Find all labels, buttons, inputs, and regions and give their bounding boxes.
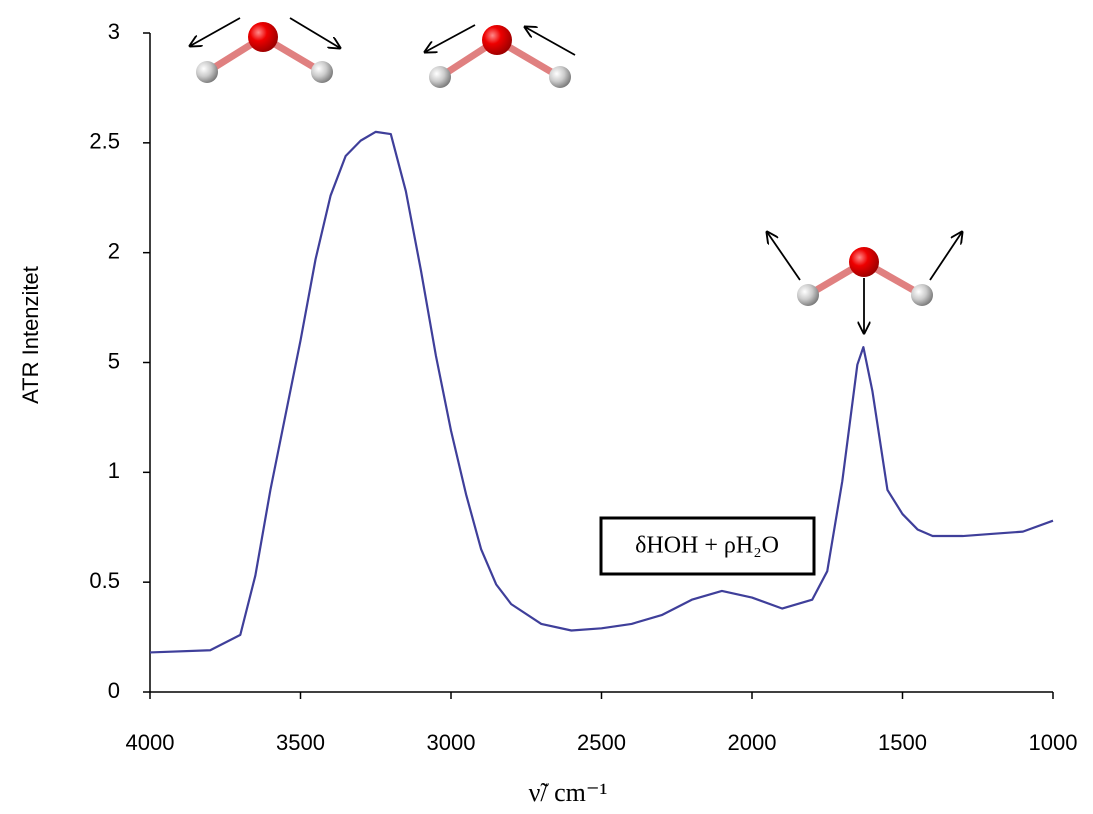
y-tick-label: 2.5 (89, 129, 120, 154)
x-tick-label: 1000 (1029, 730, 1078, 755)
y-tick-label: 5 (108, 348, 120, 373)
x-tick-label: 2000 (728, 730, 777, 755)
y-axis-label: ATR Intenzitet (18, 266, 43, 404)
x-tick-label: 3500 (276, 730, 325, 755)
molecule-bending (767, 232, 962, 333)
x-tick-label: 2500 (577, 730, 626, 755)
y-tick-label: 0 (108, 678, 120, 703)
y-tick-label: 3 (108, 19, 120, 44)
x-tick-label: 4000 (126, 730, 175, 755)
annotation: δHOH + ρH₂O (635, 533, 779, 559)
molecule-symmetric-stretch (190, 17, 340, 83)
molecule-asymmetric-stretch (425, 24, 576, 88)
y-tick-label: 0.5 (89, 568, 120, 593)
spectrum-line (149, 130, 1054, 654)
x-axis-label: ν̃/ cm⁻¹ (529, 778, 608, 807)
annotation-box (599, 516, 816, 576)
y-tick-label: 1 (108, 458, 120, 483)
x-tick-label: 1500 (878, 730, 927, 755)
y-tick-label: 2 (108, 238, 120, 263)
x-tick-label: 3000 (427, 730, 476, 755)
